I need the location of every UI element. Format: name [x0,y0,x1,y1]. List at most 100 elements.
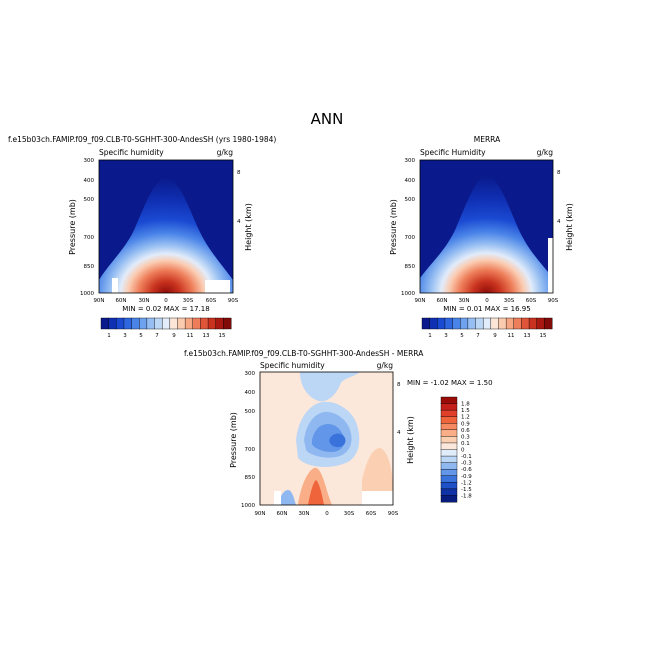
y-tick-label: 1000 [80,291,94,297]
colorbar-label: 5 [139,333,143,339]
colorbar-vertical: 1.81.51.20.90.60.30.10-0.1-0.3-0.6-0.9-1… [440,396,472,503]
colorbar-swatch [161,317,171,330]
x-tick-label: 0 [164,298,168,304]
panel-subtitle-right: g/kg [217,148,234,157]
y2-tick-label: 8 [237,170,241,176]
y2-axis-label: Height (km) [565,203,574,251]
colorbar-swatch [100,317,110,330]
colorbar-label: 1.5 [461,408,470,414]
colorbar-swatch [146,317,155,330]
colorbar-label: 0 [461,448,465,454]
masked-region-left [274,491,281,505]
y-tick-label: 850 [84,264,95,270]
colorbar-swatch [505,317,515,330]
moist-plume [99,178,233,293]
panel-difference: f.e15b03ch.FAMIP.f09_f09.CLB-T0-SGHHT-30… [184,349,493,517]
x-tick-label: 30S [344,511,355,517]
y-tick-label: 700 [245,447,256,453]
y-axis-label: Pressure (mb) [68,199,77,255]
min-max-label: MIN = 0.02 MAX = 17.18 [122,305,209,313]
colorbar-swatch [440,409,458,418]
colorbar-swatch [440,495,458,503]
plot-area [259,371,394,506]
masked-region-right [548,238,553,293]
panel-observation: MERRA Specific Humidity g/kg [389,135,574,339]
y2-tick-label: 4 [237,219,241,225]
y-tick-label: 500 [405,197,416,203]
colorbar-swatch [513,317,522,330]
y-axis-left: 300 400 500 700 850 1000 Pressure (mb) [229,371,255,509]
colorbar-label: 15 [540,333,547,339]
y2-tick-label: 8 [397,382,401,388]
colorbar-swatch [200,317,209,330]
panel-title: f.e15b03ch.FAMIP.f09_f09.CLB-T0-SGHHT-30… [8,135,276,144]
colorbar-swatch [482,317,492,330]
colorbar-swatch [223,317,232,330]
plot-area [419,159,554,294]
panel-subtitle-left: Specific humidity [99,148,164,157]
colorbar-swatch [131,317,140,330]
neg-anomaly-core-4 [329,433,346,448]
x-tick-label: 90S [548,298,559,304]
colorbar-swatch [475,317,484,330]
x-axis: 90N 60N 30N 0 30S 60S 90S [254,511,398,517]
colorbar-label: 0.1 [461,441,470,447]
plot-frame [98,159,234,294]
min-max-label: MIN = -1.02 MAX = 1.50 [407,379,493,387]
y-tick-label: 500 [84,197,95,203]
colorbar-label: -0.9 [461,474,472,480]
colorbar-swatch [440,475,458,483]
colorbar-label: 7 [476,333,480,339]
colorbar-swatch [440,436,458,444]
y2-axis-label: Height (km) [244,203,253,251]
colorbar-swatch [429,317,438,330]
colorbar-label: -1.2 [461,480,472,486]
y-tick-label: 400 [245,390,256,396]
masked-region-left [112,278,118,293]
panel-subtitle-right: g/kg [377,361,394,370]
x-tick-label: 90N [254,511,265,517]
colorbar-swatch [440,416,458,424]
y-axis-left: 300 400 500 700 850 1000 Pressure (mb) [68,158,94,297]
colorbar-label: 1.2 [461,415,470,421]
colorbar-label: 13 [524,333,531,339]
y-tick-label: 700 [84,235,95,241]
y-tick-label: 400 [405,178,416,184]
colorbar-swatch [123,317,132,330]
moist-plume [420,176,553,293]
x-tick-label: 0 [485,298,489,304]
colorbar-swatch [440,488,458,496]
page-title: ANN [311,110,344,128]
colorbar-label: 5 [460,333,464,339]
colorbar-swatch [440,482,458,490]
y-tick-label: 1000 [241,503,255,509]
y-axis-label: Pressure (mb) [389,199,398,255]
colorbar-swatch [437,317,446,330]
colorbar-swatch [440,396,458,404]
y-tick-label: 1000 [401,291,415,297]
x-tick-label: 60S [366,511,377,517]
colorbar-label: 0.9 [461,421,470,427]
y-tick-label: 300 [84,158,95,164]
colorbar-swatch [440,442,458,450]
pos-anomaly-lowlevel-core [308,480,324,505]
x-tick-label: 90N [414,298,425,304]
colorbar-swatch [528,317,538,330]
masked-region-right [205,280,230,293]
colorbar-swatch [207,317,217,330]
x-tick-label: 60S [526,298,537,304]
plot-frame [419,159,554,294]
x-tick-label: 90N [93,298,104,304]
x-tick-label: 30N [138,298,149,304]
colorbar-swatch [139,317,148,330]
colorbar-swatch [490,317,499,330]
colorbar-label: 11 [187,333,194,339]
y-tick-label: 850 [405,264,416,270]
x-tick-label: 90S [228,298,239,304]
x-tick-label: 60N [276,511,287,517]
y-tick-label: 300 [405,158,416,164]
y2-tick-label: 8 [557,170,561,176]
colorbar-swatch [116,317,125,330]
colorbar-swatch [440,468,458,477]
colorbar-swatch [215,317,224,330]
